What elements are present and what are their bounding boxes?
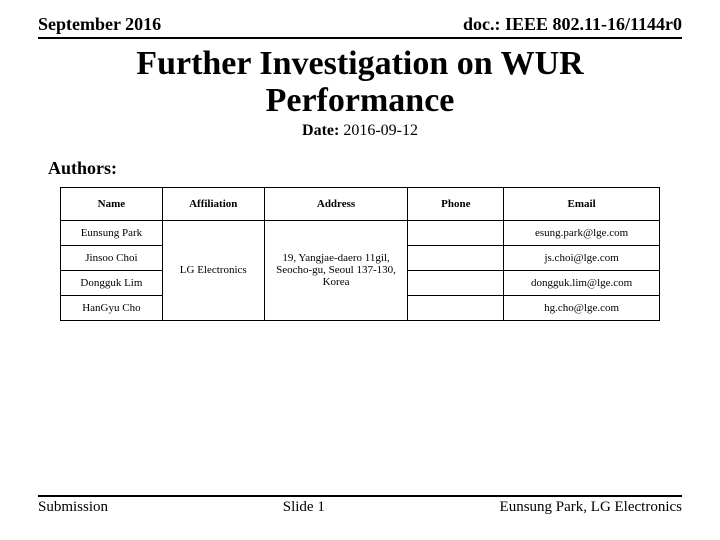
table-row: Eunsung Park LG Electronics 19, Yangjae-… (61, 220, 660, 245)
table-header-row: Name Affiliation Address Phone Email (61, 187, 660, 220)
col-header-name: Name (61, 187, 163, 220)
col-header-affiliation: Affiliation (162, 187, 264, 220)
authors-label: Authors: (0, 140, 720, 187)
col-header-email: Email (504, 187, 660, 220)
date-line: Date: 2016-09-12 (0, 122, 720, 140)
cell-name: Jinsoo Choi (61, 245, 163, 270)
header: September 2016 doc.: IEEE 802.11-16/1144… (0, 0, 720, 39)
cell-phone (408, 295, 504, 320)
footer-left: Submission (38, 499, 108, 516)
header-doc-number: doc.: IEEE 802.11-16/1144r0 (463, 14, 682, 35)
cell-phone (408, 220, 504, 245)
cell-affiliation: LG Electronics (162, 220, 264, 320)
col-header-phone: Phone (408, 187, 504, 220)
cell-phone (408, 245, 504, 270)
cell-address: 19, Yangjae-daero 11gil, Seocho-gu, Seou… (264, 220, 408, 320)
footer-right: Eunsung Park, LG Electronics (500, 499, 682, 516)
cell-email: hg.cho@lge.com (504, 295, 660, 320)
cell-email: esung.park@lge.com (504, 220, 660, 245)
cell-name: Eunsung Park (61, 220, 163, 245)
date-value: 2016-09-12 (343, 122, 418, 139)
header-date: September 2016 (38, 14, 161, 35)
authors-table: Name Affiliation Address Phone Email Eun… (60, 187, 660, 321)
cell-name: HanGyu Cho (61, 295, 163, 320)
cell-email: js.choi@lge.com (504, 245, 660, 270)
footer-center: Slide 1 (283, 499, 325, 516)
cell-name: Dongguk Lim (61, 270, 163, 295)
cell-email: dongguk.lim@lge.com (504, 270, 660, 295)
cell-phone (408, 270, 504, 295)
col-header-address: Address (264, 187, 408, 220)
page-title: Further Investigation on WUR Performance (0, 39, 720, 120)
footer: Submission Slide 1 Eunsung Park, LG Elec… (38, 495, 682, 516)
date-label: Date: (302, 122, 339, 139)
authors-table-wrap: Name Affiliation Address Phone Email Eun… (0, 187, 720, 321)
